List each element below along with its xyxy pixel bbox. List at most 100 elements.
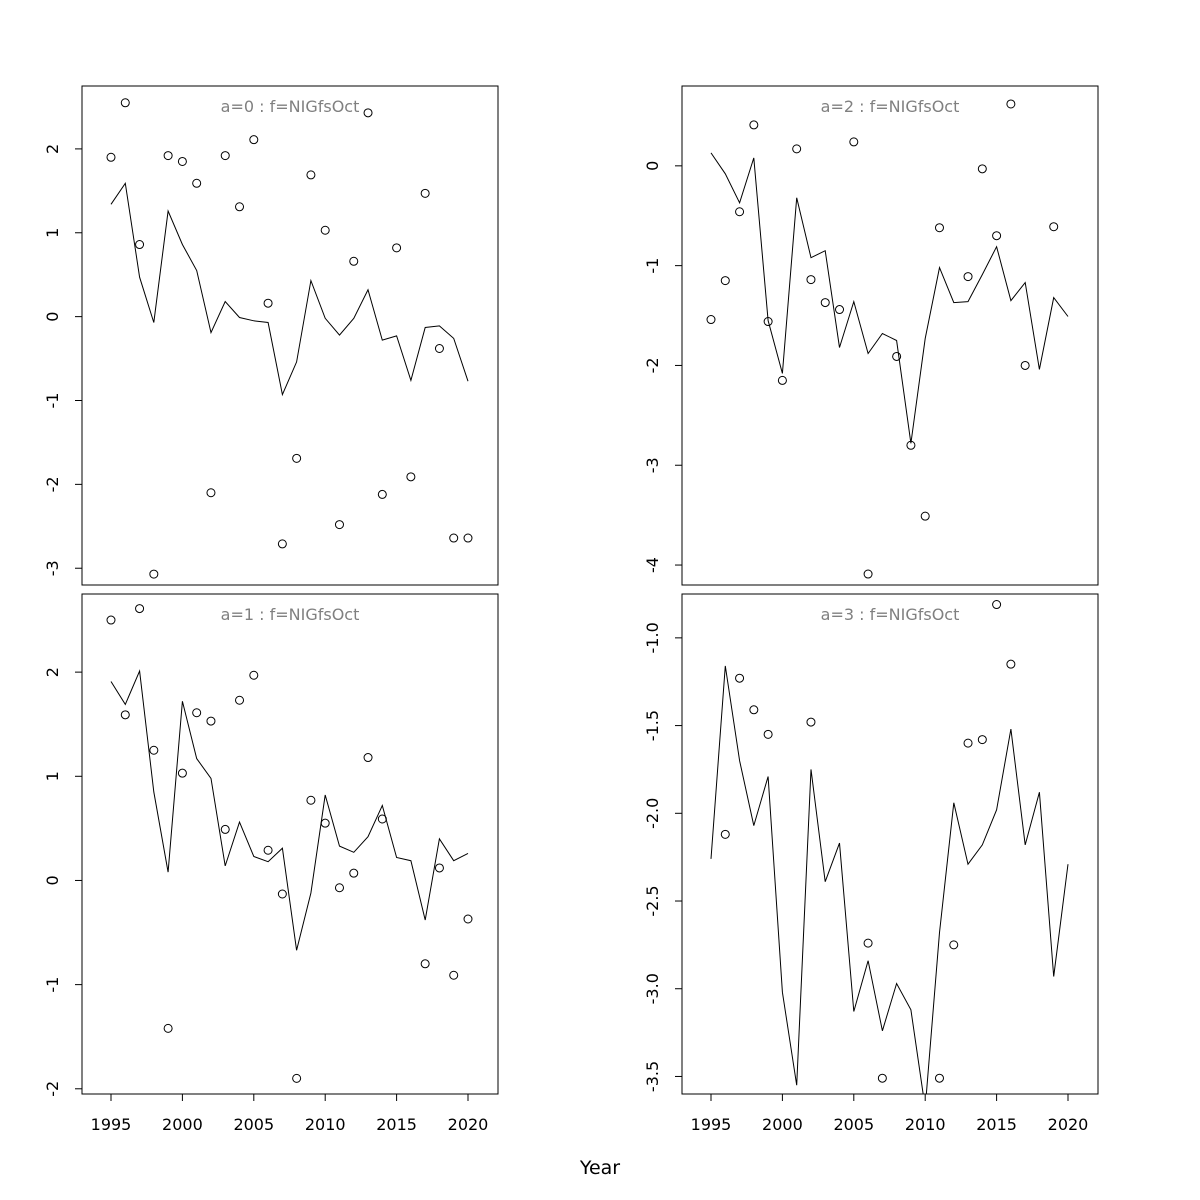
observed-point <box>1006 659 1016 669</box>
observed-point <box>206 488 216 498</box>
fitted-series-line <box>110 669 469 951</box>
observed-point <box>263 298 273 308</box>
observed-point <box>263 845 273 855</box>
observed-point <box>749 705 759 715</box>
observed-point <box>820 298 830 308</box>
observed-point <box>1049 222 1059 232</box>
observed-point <box>763 317 773 327</box>
y-tick-label: -3 <box>43 560 62 576</box>
observed-point <box>320 818 330 828</box>
observed-point <box>934 223 944 233</box>
observed-point <box>449 533 459 543</box>
x-tick-label: 1995 <box>91 1115 132 1134</box>
observed-point <box>449 970 459 980</box>
observed-point <box>163 151 173 161</box>
y-tick-label: -3 <box>643 457 662 473</box>
observed-point <box>463 914 473 924</box>
x-tick-label: 2000 <box>762 1115 803 1134</box>
observed-point <box>1020 360 1030 370</box>
observed-point <box>320 225 330 235</box>
observed-point <box>434 343 444 353</box>
fitted-series-line <box>710 152 1069 444</box>
observed-point <box>220 151 230 161</box>
y-tick-label: -2 <box>43 476 62 492</box>
observed-point <box>277 539 287 549</box>
y-tick-label: 1 <box>43 771 62 781</box>
observed-point <box>863 938 873 948</box>
observed-point <box>735 207 745 217</box>
observed-point <box>777 375 787 385</box>
observed-point <box>106 615 116 625</box>
panel-title: a=1 : f=NIGfsOct <box>221 605 360 624</box>
observed-point <box>406 472 416 482</box>
observed-point <box>877 1073 887 1083</box>
observed-point <box>120 98 130 108</box>
observed-point <box>235 202 245 212</box>
observed-point <box>135 604 145 614</box>
x-tick-label: 2005 <box>233 1115 274 1134</box>
observed-point <box>106 152 116 162</box>
x-tick-label: 2010 <box>905 1115 946 1134</box>
observed-point <box>949 940 959 950</box>
y-tick-label: -1 <box>43 977 62 993</box>
observed-point <box>763 729 773 739</box>
observed-point <box>963 272 973 282</box>
observed-point <box>149 569 159 579</box>
observed-point <box>120 710 130 720</box>
observed-point <box>934 1073 944 1083</box>
x-axis-label: Year <box>579 1157 620 1179</box>
observed-point <box>420 188 430 198</box>
observed-point <box>249 670 259 680</box>
observed-point <box>192 708 202 718</box>
y-tick-label: -2 <box>643 357 662 373</box>
observed-point <box>334 883 344 893</box>
observed-point <box>963 738 973 748</box>
observed-point <box>420 959 430 969</box>
observed-point <box>463 533 473 543</box>
y-tick-label: -1.5 <box>643 710 662 741</box>
observed-point <box>220 824 230 834</box>
observed-point <box>363 108 373 118</box>
y-tick-label: -3.5 <box>643 1061 662 1092</box>
observed-point <box>920 511 930 521</box>
observed-point <box>235 695 245 705</box>
x-tick-label: 2010 <box>305 1115 346 1134</box>
observed-point <box>292 453 302 463</box>
x-tick-label: 2015 <box>976 1115 1017 1134</box>
observed-point <box>177 156 187 166</box>
observed-point <box>292 1073 302 1083</box>
observed-point <box>792 144 802 154</box>
x-tick-label: 2020 <box>1048 1115 1089 1134</box>
observed-point <box>806 275 816 285</box>
observed-point <box>192 178 202 188</box>
observed-point <box>334 520 344 530</box>
observed-point <box>849 137 859 147</box>
x-tick-label: 2015 <box>376 1115 417 1134</box>
plot-frame <box>681 85 1099 586</box>
observed-point <box>835 305 845 315</box>
panel-a2: a=2 : f=NIGfsOct 0 -1 -2 -3 -4 <box>643 85 1099 586</box>
y-tick-label: 0 <box>43 312 62 322</box>
observed-point <box>349 868 359 878</box>
observed-point <box>720 276 730 286</box>
panel-title: a=2 : f=NIGfsOct <box>821 97 960 116</box>
observed-point <box>392 243 402 253</box>
observed-point <box>1006 99 1016 109</box>
plot-frame <box>81 85 499 586</box>
observed-point <box>977 735 987 745</box>
y-tick-label: -2.0 <box>643 798 662 829</box>
y-tick-label: -3.0 <box>643 973 662 1004</box>
y-tick-label: 1 <box>43 228 62 238</box>
observed-point <box>149 745 159 755</box>
fitted-series-line <box>110 181 469 397</box>
x-tick-label: 2000 <box>162 1115 203 1134</box>
y-tick-label: -1 <box>643 258 662 274</box>
plot-frame <box>681 593 1099 1095</box>
panel-a3: a=3 : f=NIGfsOct -1.0 -1.5 -2.0 -2.5 -3.0 -3.5… <box>643 593 1099 1134</box>
panel-a0: a=0 : f=NIGfsOct 2 1 0 -1 -2 -3 <box>43 85 499 586</box>
y-tick-label: -4 <box>643 557 662 573</box>
plot-frame <box>81 593 499 1095</box>
panel-title: a=3 : f=NIGfsOct <box>821 605 960 624</box>
observed-point <box>277 889 287 899</box>
observed-point <box>434 863 444 873</box>
